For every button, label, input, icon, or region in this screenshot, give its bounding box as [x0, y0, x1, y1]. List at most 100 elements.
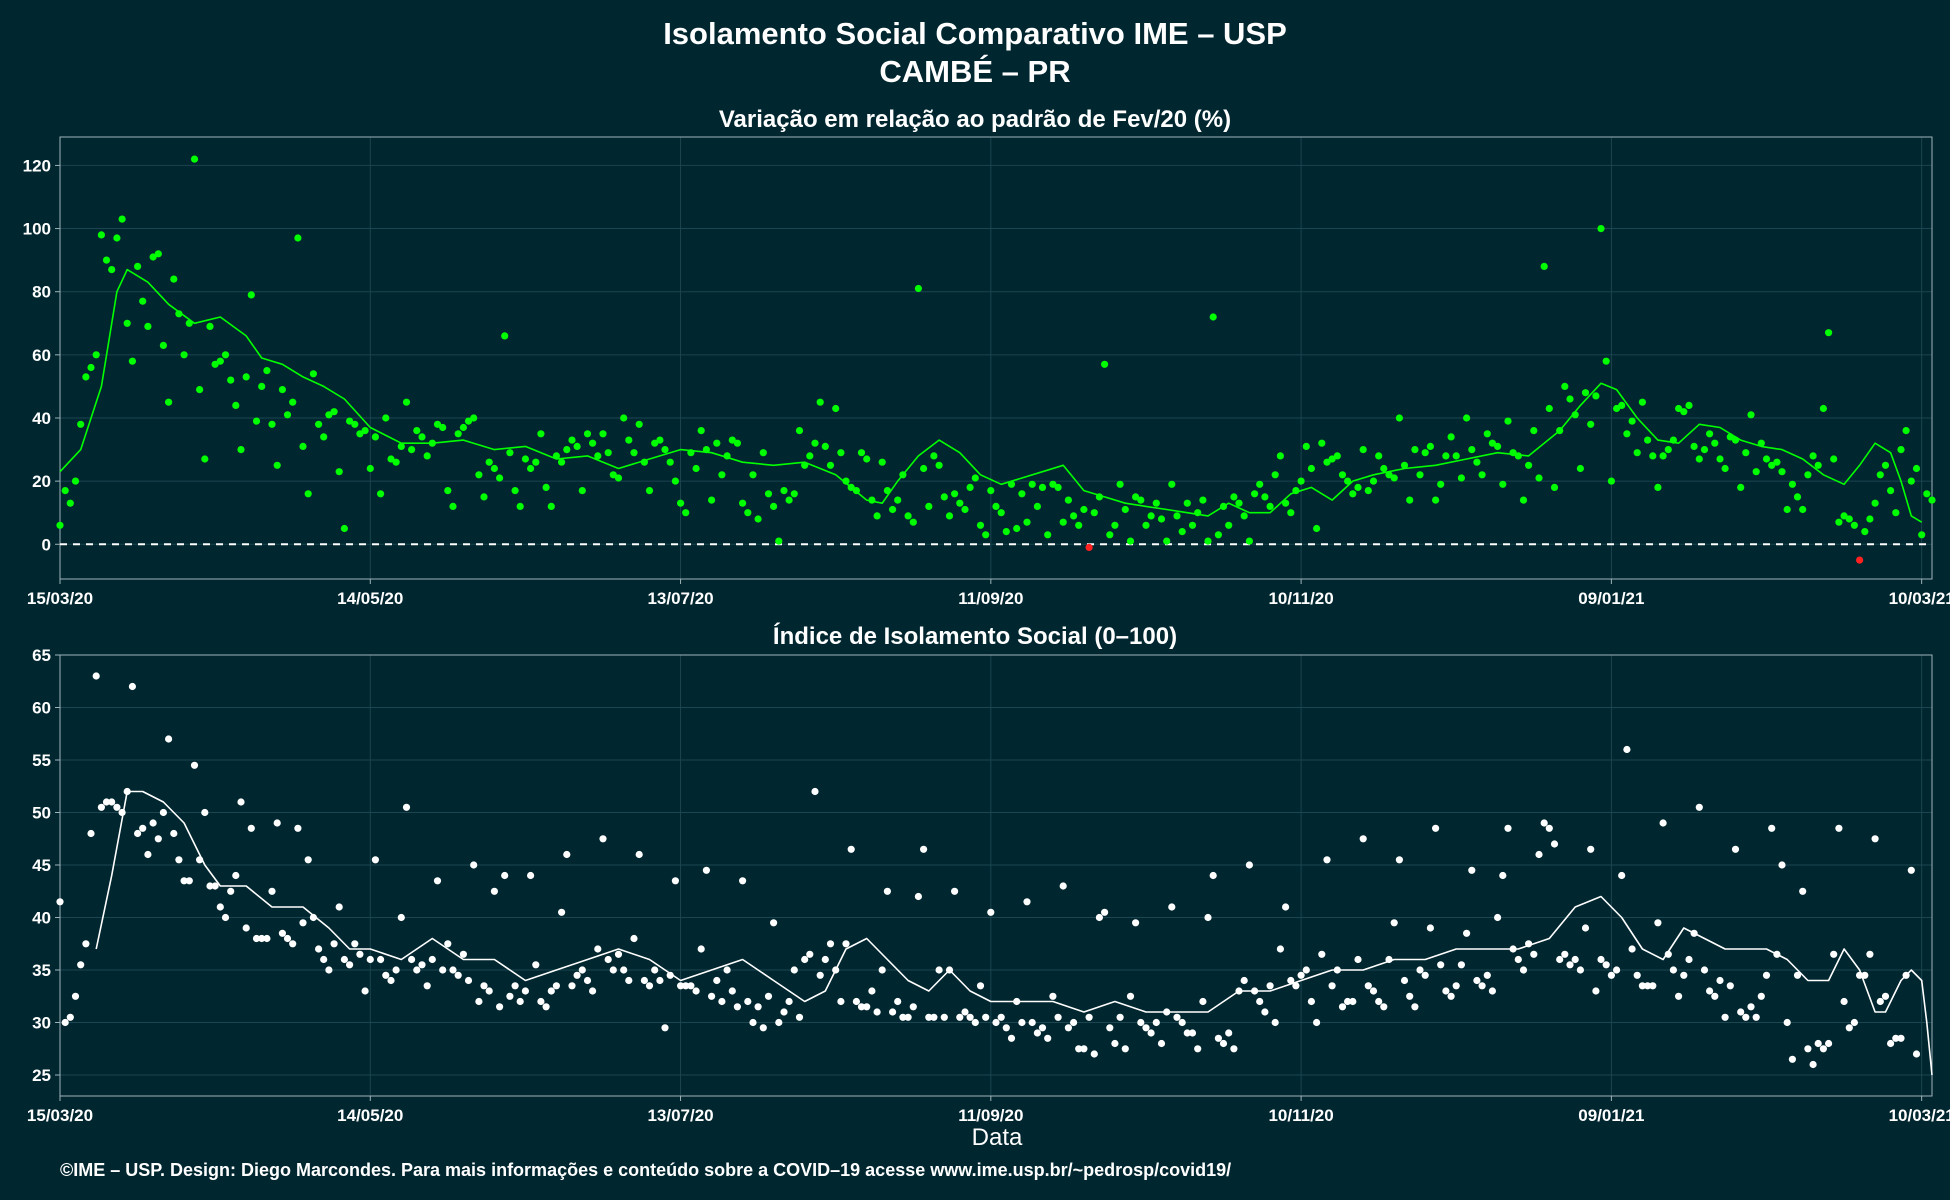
data-point — [920, 845, 928, 853]
data-point — [144, 322, 152, 330]
data-point — [1762, 455, 1771, 463]
data-point — [1075, 1045, 1083, 1053]
data-point — [1395, 414, 1403, 422]
data-point — [883, 887, 892, 895]
data-point — [987, 908, 995, 916]
data-point — [71, 992, 80, 1000]
data-point — [801, 955, 809, 964]
data-point — [1866, 515, 1874, 523]
data-point — [1452, 982, 1460, 990]
data-point — [1385, 471, 1393, 479]
data-point — [1204, 537, 1212, 545]
data-point — [863, 455, 871, 463]
data-point — [1525, 461, 1533, 469]
data-point — [537, 430, 545, 438]
data-point — [1297, 477, 1305, 485]
data-point — [1121, 1045, 1129, 1053]
data-point — [459, 950, 467, 958]
data-point — [1095, 913, 1103, 922]
data-point — [252, 417, 261, 425]
data-point — [1607, 477, 1615, 485]
data-point — [1581, 389, 1590, 397]
data-point — [1607, 971, 1615, 979]
data-point — [1421, 971, 1429, 979]
data-point — [1023, 518, 1031, 526]
data-point — [542, 1003, 550, 1011]
data-point — [1747, 411, 1755, 419]
data-point — [1271, 1018, 1279, 1027]
data-point — [842, 940, 850, 948]
data-point — [1887, 487, 1895, 495]
data-point — [134, 262, 142, 270]
data-point — [263, 934, 271, 943]
data-point — [330, 408, 338, 416]
data-point — [847, 845, 855, 853]
data-point — [165, 398, 173, 406]
data-point — [806, 950, 814, 958]
data-point — [1349, 997, 1357, 1006]
data-point — [1044, 1034, 1052, 1042]
data-point — [1690, 442, 1698, 450]
data-point — [1814, 1039, 1822, 1048]
data-point — [997, 1013, 1005, 1021]
data-point — [1535, 850, 1543, 859]
data-point — [1390, 474, 1398, 482]
data-point — [299, 442, 307, 450]
data-point — [770, 502, 778, 510]
data-point — [1887, 1039, 1895, 1048]
data-point — [1390, 919, 1398, 927]
data-point — [583, 430, 592, 438]
data-point — [1369, 477, 1378, 485]
data-point — [1468, 866, 1476, 874]
data-point — [1742, 449, 1750, 457]
y-tick-label: 25 — [32, 1066, 51, 1085]
data-point — [1856, 556, 1864, 564]
data-point — [697, 945, 705, 953]
data-point — [568, 436, 576, 444]
data-point — [1468, 446, 1476, 454]
y-tick-label: 20 — [32, 472, 51, 491]
data-point — [1018, 1018, 1026, 1027]
data-point — [620, 966, 628, 974]
data-point — [211, 360, 219, 368]
data-point — [764, 490, 773, 498]
data-point — [894, 496, 902, 504]
data-point — [563, 446, 571, 454]
data-point — [573, 442, 581, 450]
data-point — [1726, 982, 1734, 990]
data-point — [1406, 992, 1414, 1000]
data-point — [1649, 982, 1657, 990]
data-point — [1007, 480, 1016, 488]
data-point — [1463, 929, 1471, 937]
data-point — [894, 997, 902, 1006]
data-point — [444, 487, 452, 495]
data-point — [1587, 845, 1595, 853]
data-point — [1111, 521, 1119, 529]
data-point — [1432, 824, 1440, 832]
data-point — [914, 284, 923, 293]
data-point — [723, 966, 731, 974]
data-point — [1840, 512, 1848, 520]
data-point — [216, 357, 224, 365]
data-point — [1892, 509, 1900, 517]
data-point — [1649, 452, 1657, 460]
data-point — [1664, 446, 1672, 454]
data-point — [1157, 1039, 1166, 1048]
data-point — [568, 982, 576, 990]
data-point — [1380, 464, 1388, 473]
data-point — [1452, 452, 1460, 460]
data-point — [878, 966, 886, 974]
data-point — [987, 487, 995, 495]
data-point — [413, 427, 421, 435]
y-tick-label: 120 — [23, 156, 51, 175]
data-point — [180, 877, 188, 885]
data-point — [770, 919, 778, 927]
data-point — [211, 882, 219, 890]
data-point — [976, 982, 985, 990]
data-point — [1276, 945, 1284, 953]
data-point — [87, 829, 95, 838]
x-tick-label: 10/11/20 — [1268, 589, 1333, 608]
data-point — [744, 509, 752, 517]
data-point — [1907, 866, 1915, 874]
data-point — [1654, 483, 1662, 491]
